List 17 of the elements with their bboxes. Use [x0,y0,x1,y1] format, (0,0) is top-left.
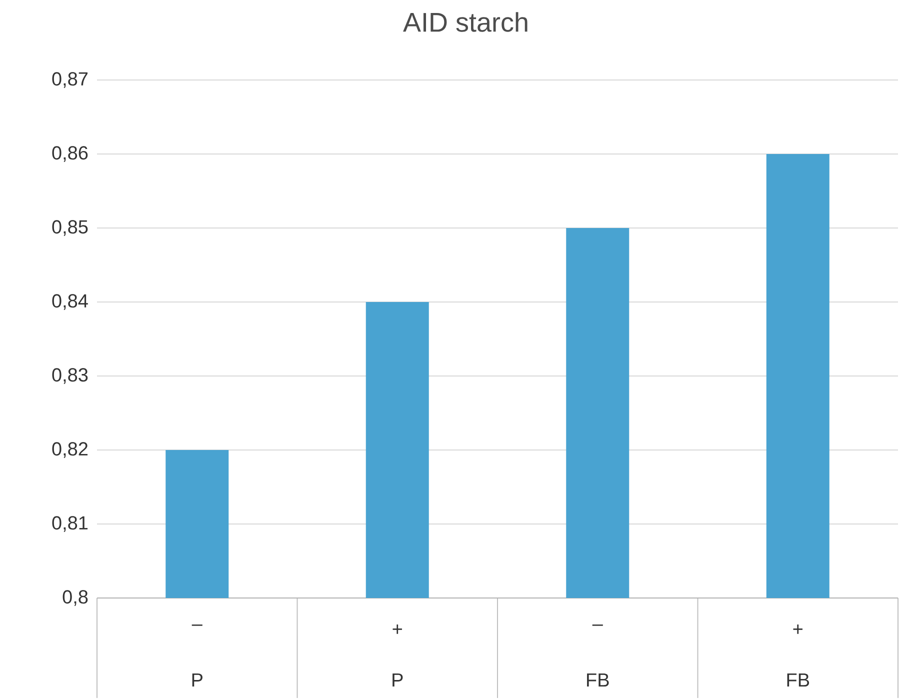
x-tick-label: + [392,624,402,634]
y-tick-label: 0,86 [52,146,88,162]
text: FB [787,674,810,687]
y-tick-label: 0,87 [52,72,88,88]
chart-title: AID starch [403,12,528,32]
x-tick-label: – [592,624,603,626]
y-tick-label: 0,84 [52,294,88,310]
y-tick-label: 0,81 [52,516,88,532]
x-tick-label: + [793,624,802,634]
y-tick-label: 0,85 [52,220,88,236]
text: P [192,674,202,687]
text: FB [587,674,609,687]
y-tick-label: 0,82 [52,442,88,458]
y-tick-label: 0,83 [52,368,88,384]
y-tick-label: 0,8 [62,590,88,606]
x-tick-label: – [192,624,202,626]
text: P [392,674,403,687]
